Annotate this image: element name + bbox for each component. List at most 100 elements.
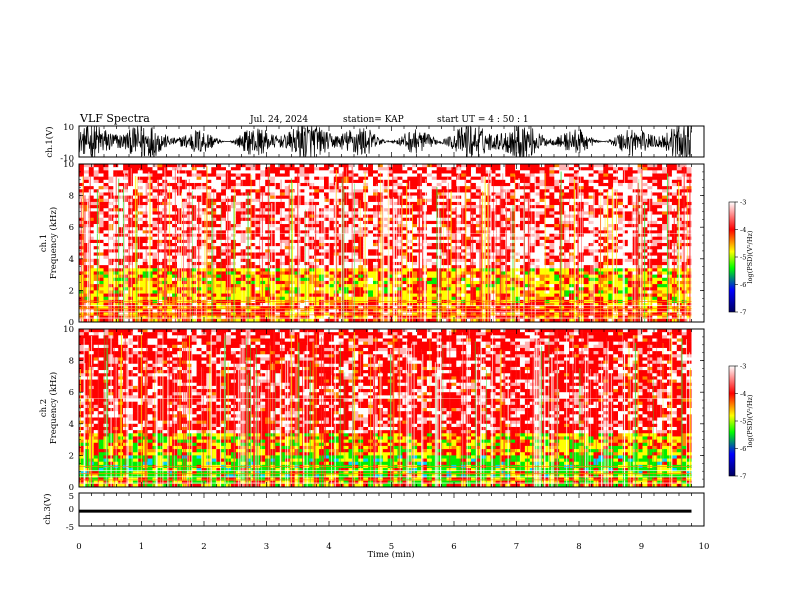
spectrogram-cell: [451, 227, 457, 231]
spectrogram-cell: [524, 309, 531, 313]
spectrogram-cell: [275, 192, 281, 196]
spectrogram-cell: [368, 233, 374, 237]
spectrogram-cell: [260, 236, 266, 241]
spectrogram-cell: [118, 239, 124, 244]
spectrogram-cell: [461, 274, 467, 279]
spectrogram-cell: [554, 198, 560, 203]
spectrogram-cell: [466, 236, 472, 241]
spectrogram-cell: [230, 167, 237, 171]
spectrogram-cell: [255, 261, 261, 266]
spectrogram-cell: [382, 205, 388, 209]
spectrogram-cell: [113, 170, 119, 174]
spectrogram-cell: [475, 280, 482, 285]
spectrogram-cell: [255, 318, 261, 322]
spectrogram-cell: [142, 186, 148, 190]
spectrogram-cell: [529, 290, 535, 294]
spectrogram-cell: [387, 249, 393, 253]
spectrogram-cell: [93, 164, 99, 168]
spectrogram-cell: [142, 192, 148, 196]
spectrogram-cell: [157, 167, 163, 171]
spectrogram-cell: [221, 208, 227, 212]
spectrogram-cell: [524, 239, 531, 244]
spectrogram-cell: [495, 227, 501, 231]
spectrogram-cell: [299, 312, 305, 316]
spectrogram-cell: [549, 268, 555, 272]
spectrogram-cell: [103, 224, 109, 228]
spectrogram-cell: [284, 189, 290, 193]
spectrogram-cell: [172, 192, 178, 196]
spectrogram-cell: [534, 315, 540, 320]
spectrogram-cell: [446, 252, 452, 256]
spectrogram-cell: [235, 233, 241, 237]
spectrogram-cell: [363, 306, 369, 310]
spectrogram-cell: [142, 296, 148, 301]
spectrogram-cell: [118, 192, 124, 196]
spectrogram-cell: [387, 268, 393, 272]
spectrogram-cell: [284, 182, 290, 187]
spectrogram-cell: [279, 173, 286, 177]
spectrogram-cell: [172, 268, 178, 272]
spectrogram-cell: [539, 217, 545, 222]
spectrogram-cell: [475, 217, 482, 222]
spectrogram-cell: [275, 186, 281, 190]
spectrogram-cell: [441, 220, 447, 225]
spectrogram-cell: [108, 186, 114, 190]
spectrogram-cell: [216, 217, 222, 222]
spectrogram-cell: [255, 309, 261, 313]
spectrogram-cell: [529, 315, 535, 320]
spectrogram-cell: [368, 179, 374, 184]
spectrogram-cell: [128, 268, 134, 272]
spectrogram-cell: [250, 312, 256, 316]
ch1-ytick-bottom: -10: [60, 154, 74, 164]
spectrogram-cell: [230, 179, 237, 184]
spectrogram-cell: [328, 312, 335, 316]
spectrogram-cell: [373, 312, 379, 316]
spectrogram-cell: [181, 315, 188, 320]
spectrogram-cell: [343, 217, 349, 222]
spectrogram-cell: [177, 261, 183, 266]
spectrogram-cell: [181, 189, 188, 193]
spectrogram-cell: [172, 280, 178, 285]
spectrogram-cell: [539, 167, 545, 171]
spectrogram-cell: [250, 309, 256, 313]
spectrogram-cell: [304, 170, 310, 174]
spectrogram-cell: [201, 170, 207, 174]
spectrogram-cell: [255, 182, 261, 187]
spectrogram-cell: [417, 179, 423, 184]
spectrogram-cell: [397, 208, 403, 212]
spectrogram-cell: [177, 258, 183, 263]
spectrogram-cell: [206, 179, 212, 184]
spectrogram-cell: [475, 315, 482, 320]
spectrogram-cell: [549, 309, 555, 313]
spectrogram-cell: [181, 252, 188, 256]
spectrogram-cell: [466, 167, 472, 171]
spectrogram-cell: [103, 214, 109, 219]
spectrogram-cell: [549, 176, 555, 181]
spectrogram-cell: [529, 258, 535, 263]
spectrogram-cell: [235, 296, 241, 301]
spectrogram-cell: [216, 186, 222, 190]
spectrogram-cell: [157, 189, 163, 193]
spectrogram-cell: [328, 287, 335, 291]
spectrogram-cell: [279, 224, 286, 228]
spectrogram-cell: [461, 220, 467, 225]
spectrogram-cell: [284, 208, 290, 212]
spectrogram-cell: [373, 211, 379, 215]
spectrogram-cell: [270, 246, 276, 250]
spectrogram-cell: [201, 201, 207, 206]
spectrogram-cell: [441, 309, 447, 313]
spectrogram-cell: [172, 230, 178, 234]
spectrogram-cell: [500, 167, 506, 171]
spectrogram-cell: [181, 274, 188, 279]
spectrogram-cell: [549, 252, 555, 256]
spectrogram-cell: [299, 309, 305, 313]
spectrogram-cell: [554, 205, 560, 209]
spectrogram-cell: [461, 303, 467, 307]
spectrogram-cell: [358, 176, 364, 181]
spectrogram-cell: [93, 186, 99, 190]
spectrogram-cell: [368, 182, 374, 187]
spectrogram-cell: [363, 173, 369, 177]
spectrogram-cell: [83, 261, 90, 266]
spectrogram-cell: [520, 261, 526, 266]
spectrogram-cell: [368, 214, 374, 219]
